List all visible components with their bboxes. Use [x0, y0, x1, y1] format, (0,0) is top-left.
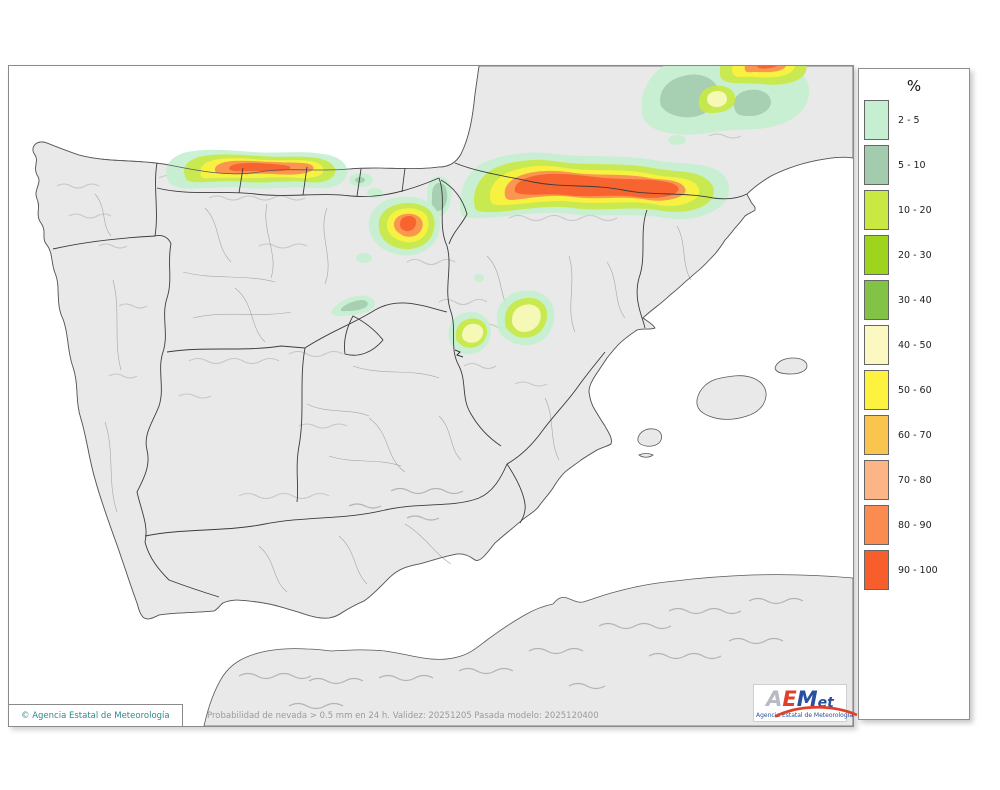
- legend-swatch: [864, 100, 889, 140]
- legend-panel: % 2 - 5 5 - 10 10 - 20 20 - 30 30 - 40 40 - 5…: [858, 68, 970, 720]
- legend-label: 60 - 70: [898, 429, 932, 441]
- legend-item: 2 - 5: [864, 100, 969, 140]
- logo-letter: A: [766, 687, 783, 711]
- formentera-island: [638, 453, 654, 458]
- copyright-text: © Agencia Estatal de Meteorología: [21, 710, 170, 721]
- legend-label: 80 - 90: [898, 519, 932, 531]
- legend-label: 20 - 30: [898, 249, 932, 261]
- border-extremadura: [296, 347, 306, 503]
- legend-label: 30 - 40: [898, 294, 932, 306]
- legend-item: 30 - 40: [864, 280, 969, 320]
- legend-item: 90 - 100: [864, 550, 969, 590]
- legend-item: 80 - 90: [864, 505, 969, 545]
- legend-item: 10 - 20: [864, 190, 969, 230]
- legend-item: 70 - 80: [864, 460, 969, 500]
- border-aragon-catalonia: [636, 209, 648, 329]
- border-cyl-south: [166, 302, 448, 353]
- legend-item: 50 - 60: [864, 370, 969, 410]
- legend-swatch: [864, 460, 889, 500]
- legend-swatch: [864, 415, 889, 455]
- legend-swatch: [864, 235, 889, 275]
- region-borders: [52, 162, 748, 598]
- copyright-box: © Agencia Estatal de Meteorología: [8, 704, 183, 727]
- legend-label: 70 - 80: [898, 474, 932, 486]
- border-navarra: [440, 179, 468, 245]
- aemet-logo-subtext: Agencia Estatal de Meteorología: [756, 712, 853, 719]
- legend-items: 2 - 5 5 - 10 10 - 20 20 - 30 30 - 40 40 - 50 5…: [859, 100, 969, 590]
- border-murcia: [506, 463, 526, 524]
- balearic-islands: [637, 357, 808, 458]
- legend-swatch: [864, 325, 889, 365]
- mallorca-island: [696, 375, 767, 420]
- legend-swatch: [864, 145, 889, 185]
- legend-item: 20 - 30: [864, 235, 969, 275]
- legend-label: 40 - 50: [898, 339, 932, 351]
- border-andalucia: [144, 463, 508, 537]
- legend-swatch: [864, 550, 889, 590]
- legend-label: 90 - 100: [898, 564, 938, 576]
- legend-label: 5 - 10: [898, 159, 926, 171]
- probability-overlays: [165, 66, 810, 358]
- border-aragon-west: [438, 177, 502, 447]
- map-canvas: © Agencia Estatal de Meteorología Probab…: [8, 65, 858, 727]
- logo-letter: et: [817, 695, 834, 711]
- legend-title: %: [906, 77, 922, 95]
- legend-item: 5 - 10: [864, 145, 969, 185]
- logo-letter: M: [796, 687, 818, 711]
- coastline: [32, 66, 853, 620]
- legend-swatch: [864, 280, 889, 320]
- legend-item: 40 - 50: [864, 325, 969, 365]
- legend-label: 2 - 5: [898, 114, 920, 126]
- legend-swatch: [864, 370, 889, 410]
- iberia-map: [9, 66, 853, 726]
- relief-shading-dark: [238, 487, 804, 710]
- legend-item: 60 - 70: [864, 415, 969, 455]
- map-caption: Probabilidad de nevada > 0.5 mm en 24 h.…: [207, 711, 599, 721]
- logo-letter: E: [782, 687, 797, 711]
- ibiza-island: [637, 428, 662, 447]
- border-france-spain: [454, 162, 748, 200]
- border-valencia: [506, 351, 606, 465]
- border-portugal-spain: [52, 235, 220, 598]
- border-madrid: [344, 315, 384, 356]
- legend-label: 50 - 60: [898, 384, 932, 396]
- legend-label: 10 - 20: [898, 204, 932, 216]
- legend-swatch: [864, 190, 889, 230]
- legend-swatch: [864, 505, 889, 545]
- border-galicia: [154, 162, 158, 237]
- menorca-island: [774, 357, 808, 375]
